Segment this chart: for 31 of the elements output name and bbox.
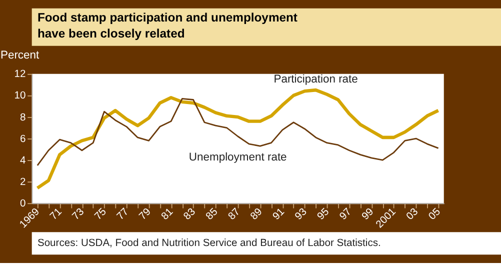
x-tick-label: 91 — [271, 206, 288, 222]
x-tick-label: 97 — [338, 206, 354, 222]
x-tick-label: 71 — [48, 206, 64, 222]
x-tick-label: 77 — [115, 206, 132, 222]
y-tick-label: 0 — [20, 198, 26, 210]
y-tick-label: 6 — [20, 134, 26, 145]
x-tick-label: 81 — [160, 206, 176, 222]
y-tick-label: 2 — [20, 176, 26, 188]
y-tick-label: 8 — [20, 112, 26, 124]
x-tick-label: 75 — [92, 206, 109, 222]
x-tick-label: 03 — [404, 206, 421, 222]
y-tick-label: 12 — [14, 69, 26, 80]
y-tick-label: 10 — [14, 90, 26, 102]
y-tick-label: 4 — [20, 155, 26, 166]
series-label: Participation rate — [274, 74, 358, 86]
x-tick-label: 99 — [360, 206, 376, 222]
line-series — [36, 98, 440, 166]
chart-title: Food stamp participation and unemployment have been closely related — [37, 10, 298, 40]
x-tick-label: 79 — [137, 206, 154, 222]
x-tick-label: 85 — [204, 206, 220, 222]
line-series — [36, 88, 440, 190]
x-tick-label: 89 — [248, 206, 265, 222]
x-tick-label: 87 — [226, 206, 243, 222]
series-label: Unemployment rate — [188, 152, 287, 164]
x-tick-label: 93 — [293, 206, 310, 222]
x-tick-label: 83 — [182, 206, 198, 222]
x-tick-label: 05 — [426, 206, 444, 222]
x-tick-label: 95 — [316, 206, 332, 222]
x-tick-label: 73 — [70, 206, 87, 222]
y-axis-title: Percent — [0, 49, 40, 62]
source-note: Sources: USDA, Food and Nutrition Service and Bureau of Labor Statistics. — [37, 238, 381, 250]
